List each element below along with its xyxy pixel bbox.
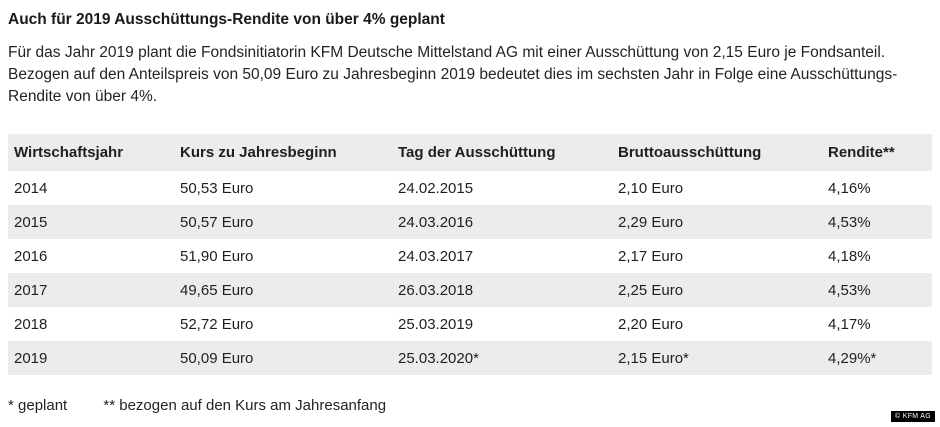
- table-row: 2015 50,57 Euro 24.03.2016 2,29 Euro 4,53%: [8, 205, 932, 239]
- col-header-brutto: Bruttoausschüttung: [618, 144, 762, 161]
- footnote-kurs: ** bezogen auf den Kurs am Jahresanfang: [103, 397, 387, 414]
- table-cell: 24.03.2016: [398, 213, 474, 231]
- infographic-page: Auch für 2019 Ausschüttungs-Rendite von …: [8, 10, 935, 422]
- table-cell: 2019: [14, 349, 48, 367]
- intro-paragraph: Für das Jahr 2019 plant die Fondsinitiat…: [8, 44, 898, 105]
- page-title: Auch für 2019 Ausschüttungs-Rendite von …: [8, 11, 445, 28]
- table-cell: 50,53 Euro: [180, 179, 254, 197]
- table-cell: 4,53%: [828, 281, 871, 299]
- table-row: 2017 49,65 Euro 26.03.2018 2,25 Euro 4,53%: [8, 273, 932, 307]
- table-row: 2018 52,72 Euro 25.03.2019 2,20 Euro 4,17%: [8, 307, 932, 341]
- table-body: 2014 50,53 Euro 24.02.2015 2,10 Euro 4,16% 20…: [8, 171, 932, 375]
- table-cell: 2016: [14, 247, 48, 265]
- table-cell: 2,17 Euro: [618, 247, 684, 265]
- table-cell: 2,25 Euro: [618, 281, 684, 299]
- table-cell: 52,72 Euro: [180, 315, 254, 333]
- table-cell: 4,16%: [828, 179, 871, 197]
- table-cell: 2014: [14, 179, 48, 197]
- table-cell: 4,53%: [828, 213, 871, 231]
- table-cell: 50,57 Euro: [180, 213, 254, 231]
- table-cell: 51,90 Euro: [180, 247, 254, 265]
- table-cell: 2,29 Euro: [618, 213, 684, 231]
- copyright-badge: © KFM AG: [891, 411, 935, 422]
- table-cell: 49,65 Euro: [180, 281, 254, 299]
- table-cell: 2017: [14, 281, 48, 299]
- col-header-tag: Tag der Ausschüttung: [398, 144, 556, 161]
- col-header-kurs: Kurs zu Jahresbeginn: [180, 144, 337, 161]
- table-header-row: Wirtschaftsjahr Kurs zu Jahresbeginn Tag…: [8, 134, 932, 171]
- table-row: 2014 50,53 Euro 24.02.2015 2,10 Euro 4,16%: [8, 171, 932, 205]
- table-cell: 4,18%: [828, 247, 871, 265]
- table-cell: 2,10 Euro: [618, 179, 684, 197]
- table-cell: 2,20 Euro: [618, 315, 684, 333]
- payout-table: Wirtschaftsjahr Kurs zu Jahresbeginn Tag…: [8, 134, 932, 375]
- table-cell: 24.02.2015: [398, 179, 474, 197]
- table-cell: 26.03.2018: [398, 281, 474, 299]
- col-header-rendite: Rendite**: [828, 144, 895, 161]
- footnotes: * geplant ** bezogen auf den Kurs am Jah…: [8, 397, 932, 414]
- table-cell: 4,29%*: [828, 349, 877, 367]
- table-cell: 25.03.2019: [398, 315, 474, 333]
- table-cell: 24.03.2017: [398, 247, 474, 265]
- table-row: 2016 51,90 Euro 24.03.2017 2,17 Euro 4,18%: [8, 239, 932, 273]
- table-cell: 2018: [14, 315, 48, 333]
- table-cell: 4,17%: [828, 315, 871, 333]
- table-cell: 2,15 Euro*: [618, 349, 689, 367]
- table-cell: 2015: [14, 213, 48, 231]
- table-cell: 25.03.2020*: [398, 349, 479, 367]
- table-cell: 50,09 Euro: [180, 349, 254, 367]
- col-header-wirtschaftsjahr: Wirtschaftsjahr: [14, 144, 124, 161]
- table-row: 2019 50,09 Euro 25.03.2020* 2,15 Euro* 4,29%…: [8, 341, 932, 375]
- footnote-geplant: * geplant: [8, 397, 68, 414]
